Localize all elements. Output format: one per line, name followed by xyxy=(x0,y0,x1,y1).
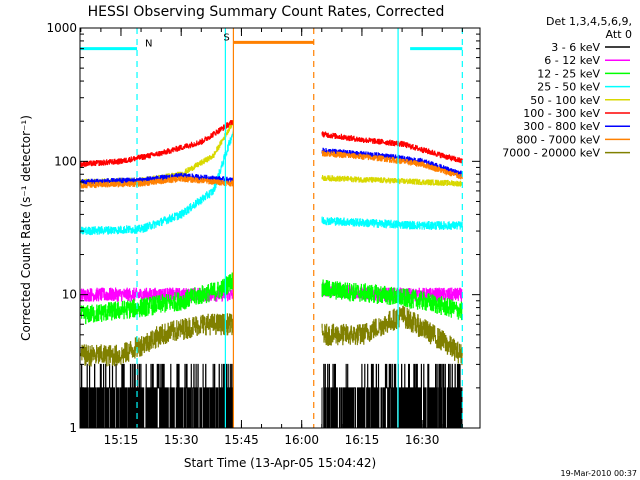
legend-label: 6 - 12 keV xyxy=(544,54,600,67)
series-line xyxy=(321,150,463,180)
series-100-300keV-kev xyxy=(80,120,463,168)
series-line xyxy=(80,120,234,168)
legend-label: 7000 - 20000 keV xyxy=(502,147,600,160)
y-tick-label: 10 xyxy=(62,288,77,302)
y-tick-label: 100 xyxy=(54,154,77,168)
x-tick-label: 15:30 xyxy=(164,433,199,447)
annotation-layer: NS xyxy=(80,32,463,51)
annotation-label-S: S xyxy=(223,32,229,43)
legend-header-line-1: Det 1,3,4,5,6,9, xyxy=(546,15,632,28)
series-800-7000keV-kev xyxy=(80,150,463,189)
x-axis: 15:15 15:30 15:45 16:00 16:15 16:30 xyxy=(80,28,463,447)
chart-title: HESSI Observing Summary Count Rates, Cor… xyxy=(88,4,445,20)
x-tick-label: 16:00 xyxy=(284,433,319,447)
series-line xyxy=(321,216,463,230)
legend-header-line-2: Att 0 xyxy=(606,28,632,41)
legend-label: 300 - 800 keV xyxy=(523,120,600,133)
series-line xyxy=(80,272,234,325)
y-axis-label: Corrected Count Rate (s⁻¹ detector⁻¹) xyxy=(19,115,33,341)
legend-label: 25 - 50 keV xyxy=(537,81,600,94)
series-25-50keV-kev xyxy=(80,129,463,236)
series-line xyxy=(321,305,463,366)
x-tick-label: 15:15 xyxy=(104,433,139,447)
y-tick-label: 1 xyxy=(69,421,77,435)
series-line xyxy=(321,279,463,321)
legend-label: 50 - 100 keV xyxy=(530,94,600,107)
y-axis: 1 10 100 1000 xyxy=(46,21,480,435)
series-line xyxy=(321,131,463,164)
series-line xyxy=(80,313,234,367)
x-tick-label: 16:15 xyxy=(345,433,380,447)
x-tick-label: 16:30 xyxy=(405,433,440,447)
plot-frame xyxy=(79,27,481,429)
legend-label: 100 - 300 keV xyxy=(523,107,600,120)
legend-label: 3 - 6 keV xyxy=(551,41,600,54)
series-12-25keV-kev xyxy=(80,272,463,325)
x-tick-label: 15:45 xyxy=(224,433,259,447)
series-line xyxy=(80,129,234,236)
x-axis-label: Start Time (13-Apr-05 15:04:42) xyxy=(184,456,376,470)
plot-area: NS xyxy=(80,28,463,429)
annotation-label-N: N xyxy=(145,39,152,50)
series-7000-20000keV-kev xyxy=(80,305,463,367)
y-tick-label: 1000 xyxy=(46,21,77,35)
footer-date: 19-Mar-2010 00:37 xyxy=(561,469,638,478)
marker-layer xyxy=(136,28,463,428)
legend-label: 800 - 7000 keV xyxy=(516,133,600,146)
series-line xyxy=(80,175,234,189)
legend-label: 12 - 25 keV xyxy=(537,67,600,80)
series-line xyxy=(321,175,463,187)
